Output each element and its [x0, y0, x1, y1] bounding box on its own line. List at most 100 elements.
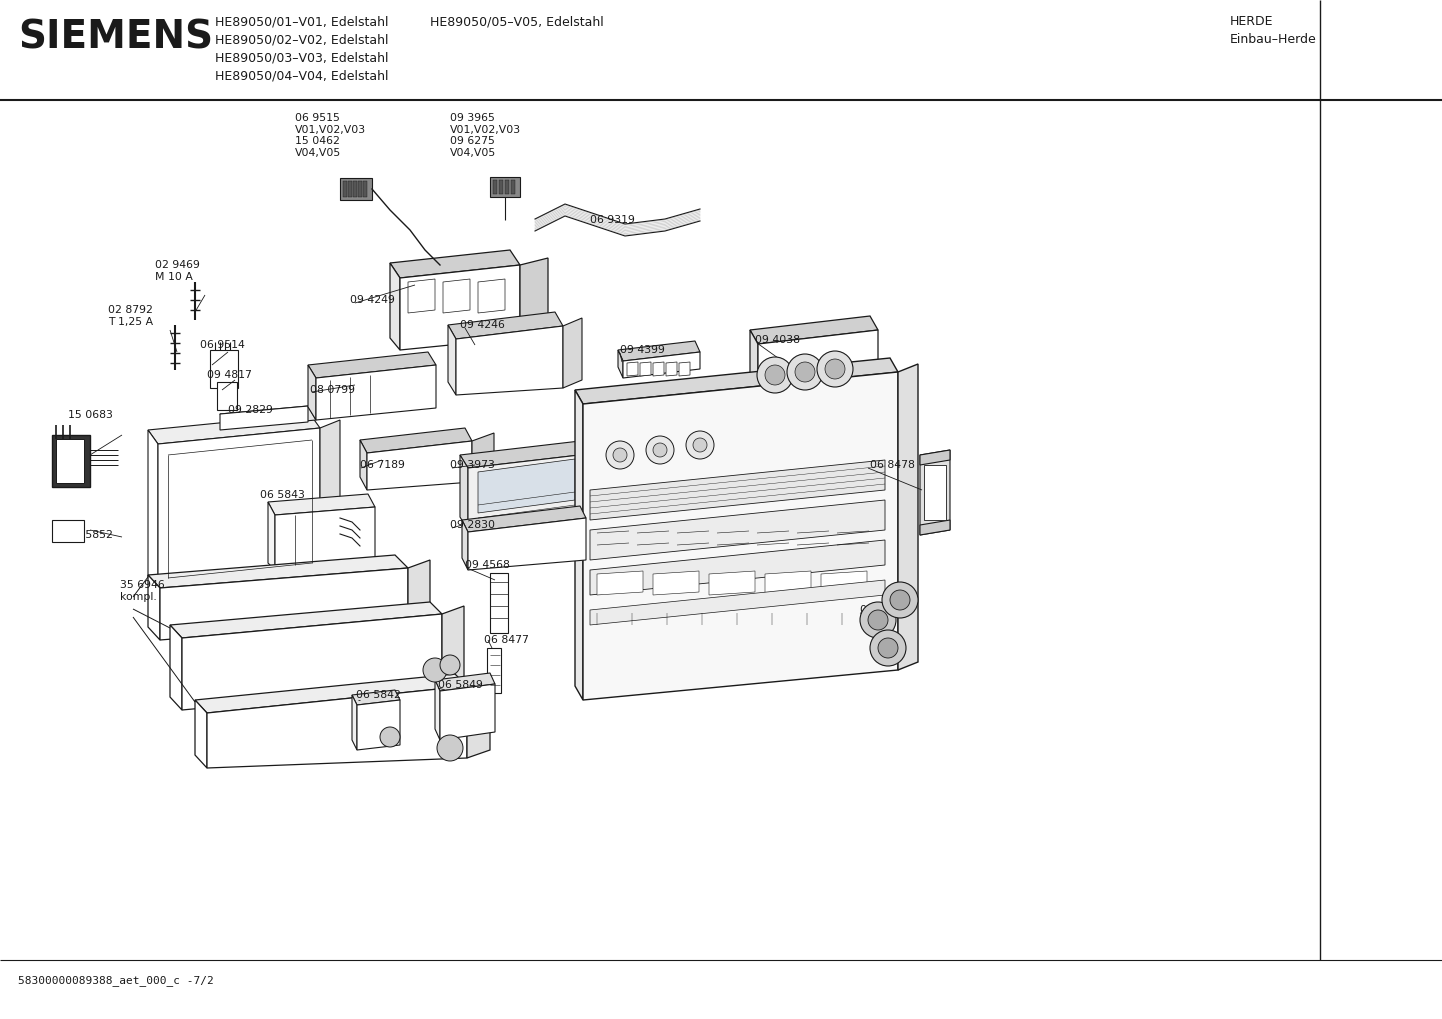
Polygon shape	[666, 362, 676, 376]
Polygon shape	[679, 362, 691, 376]
Polygon shape	[766, 571, 810, 595]
Polygon shape	[469, 518, 585, 570]
Text: 08 0799: 08 0799	[310, 385, 355, 395]
Text: 02 9469
M 10 A: 02 9469 M 10 A	[154, 260, 200, 281]
Text: HE89050/01–V01, Edelstahl: HE89050/01–V01, Edelstahl	[215, 15, 388, 28]
Polygon shape	[477, 279, 505, 313]
Polygon shape	[653, 362, 663, 376]
Text: 06 9309: 06 9309	[859, 605, 906, 615]
Polygon shape	[170, 625, 182, 710]
Polygon shape	[709, 571, 756, 595]
Polygon shape	[408, 560, 430, 620]
Circle shape	[437, 735, 463, 761]
Polygon shape	[627, 362, 637, 376]
Text: 58300000089388_aet_000_c -7/2: 58300000089388_aet_000_c -7/2	[17, 975, 213, 986]
Circle shape	[653, 443, 668, 457]
Polygon shape	[320, 420, 340, 574]
Text: 06 9515
V01,V02,V03
15 0462
V04,V05: 06 9515 V01,V02,V03 15 0462 V04,V05	[296, 113, 366, 158]
Text: 06 8477: 06 8477	[485, 635, 529, 645]
Polygon shape	[149, 555, 408, 588]
Polygon shape	[182, 614, 443, 710]
Text: HE89050/03–V03, Edelstahl: HE89050/03–V03, Edelstahl	[215, 51, 388, 64]
Polygon shape	[583, 372, 898, 700]
Text: 15 0683: 15 0683	[68, 410, 112, 420]
Polygon shape	[467, 678, 490, 758]
Polygon shape	[575, 358, 898, 404]
Polygon shape	[619, 350, 623, 378]
Polygon shape	[456, 326, 562, 395]
Polygon shape	[758, 330, 878, 430]
Circle shape	[859, 602, 895, 638]
Bar	[348, 181, 352, 197]
Polygon shape	[590, 500, 885, 560]
Text: HERDE: HERDE	[1230, 15, 1273, 28]
Polygon shape	[149, 430, 159, 590]
Text: 06 5852: 06 5852	[68, 530, 112, 540]
Text: HE89050/05–V05, Edelstahl: HE89050/05–V05, Edelstahl	[430, 15, 604, 28]
Bar	[493, 180, 497, 194]
Circle shape	[381, 727, 399, 747]
Polygon shape	[920, 450, 950, 465]
Polygon shape	[461, 506, 585, 532]
Bar	[56, 439, 84, 483]
Polygon shape	[221, 406, 309, 430]
Polygon shape	[208, 686, 467, 768]
Polygon shape	[159, 428, 320, 590]
Text: 09 4568: 09 4568	[464, 560, 510, 570]
Bar	[499, 180, 503, 194]
Polygon shape	[619, 341, 699, 361]
Polygon shape	[562, 318, 583, 388]
Polygon shape	[920, 520, 950, 535]
Circle shape	[878, 638, 898, 658]
Polygon shape	[920, 450, 950, 535]
Text: 06 5843: 06 5843	[260, 490, 304, 500]
Text: 09 2830: 09 2830	[450, 520, 495, 530]
Text: Einbau–Herde: Einbau–Herde	[1230, 33, 1317, 46]
Polygon shape	[389, 250, 521, 278]
Polygon shape	[352, 695, 358, 750]
Bar	[490, 573, 508, 633]
Polygon shape	[448, 312, 562, 339]
Polygon shape	[460, 455, 469, 530]
Text: HE89050/02–V02, Edelstahl: HE89050/02–V02, Edelstahl	[215, 33, 388, 46]
Circle shape	[423, 658, 447, 682]
Bar	[490, 177, 521, 197]
Polygon shape	[460, 441, 588, 468]
Circle shape	[787, 354, 823, 390]
Text: 09 4246: 09 4246	[460, 320, 505, 330]
Polygon shape	[316, 365, 435, 420]
Polygon shape	[435, 673, 495, 691]
Text: 06 5849: 06 5849	[438, 680, 483, 690]
Polygon shape	[440, 684, 495, 740]
Bar	[505, 180, 509, 194]
Circle shape	[890, 590, 910, 610]
Polygon shape	[309, 365, 316, 420]
Polygon shape	[368, 441, 472, 490]
Polygon shape	[623, 352, 699, 378]
Circle shape	[686, 431, 714, 459]
Polygon shape	[590, 540, 885, 595]
Polygon shape	[590, 580, 885, 625]
Text: 09 3973: 09 3973	[450, 460, 495, 470]
Circle shape	[694, 438, 707, 452]
Polygon shape	[389, 263, 399, 350]
Polygon shape	[195, 674, 467, 713]
Circle shape	[825, 359, 845, 379]
Circle shape	[883, 582, 919, 618]
Polygon shape	[640, 362, 650, 376]
Polygon shape	[195, 700, 208, 768]
Text: 09 4817: 09 4817	[208, 370, 252, 380]
Polygon shape	[408, 279, 435, 313]
Polygon shape	[448, 325, 456, 395]
Text: 09 2829: 09 2829	[228, 405, 273, 415]
Polygon shape	[360, 440, 368, 490]
Bar	[216, 382, 236, 410]
Polygon shape	[149, 414, 320, 444]
Circle shape	[440, 655, 460, 675]
Polygon shape	[469, 454, 588, 530]
Text: 09 4249: 09 4249	[350, 294, 395, 305]
Text: 09 3965
V01,V02,V03
09 6275
V04,V05: 09 3965 V01,V02,V03 09 6275 V04,V05	[450, 113, 521, 158]
Circle shape	[613, 448, 627, 462]
Polygon shape	[352, 690, 399, 705]
Polygon shape	[358, 700, 399, 750]
